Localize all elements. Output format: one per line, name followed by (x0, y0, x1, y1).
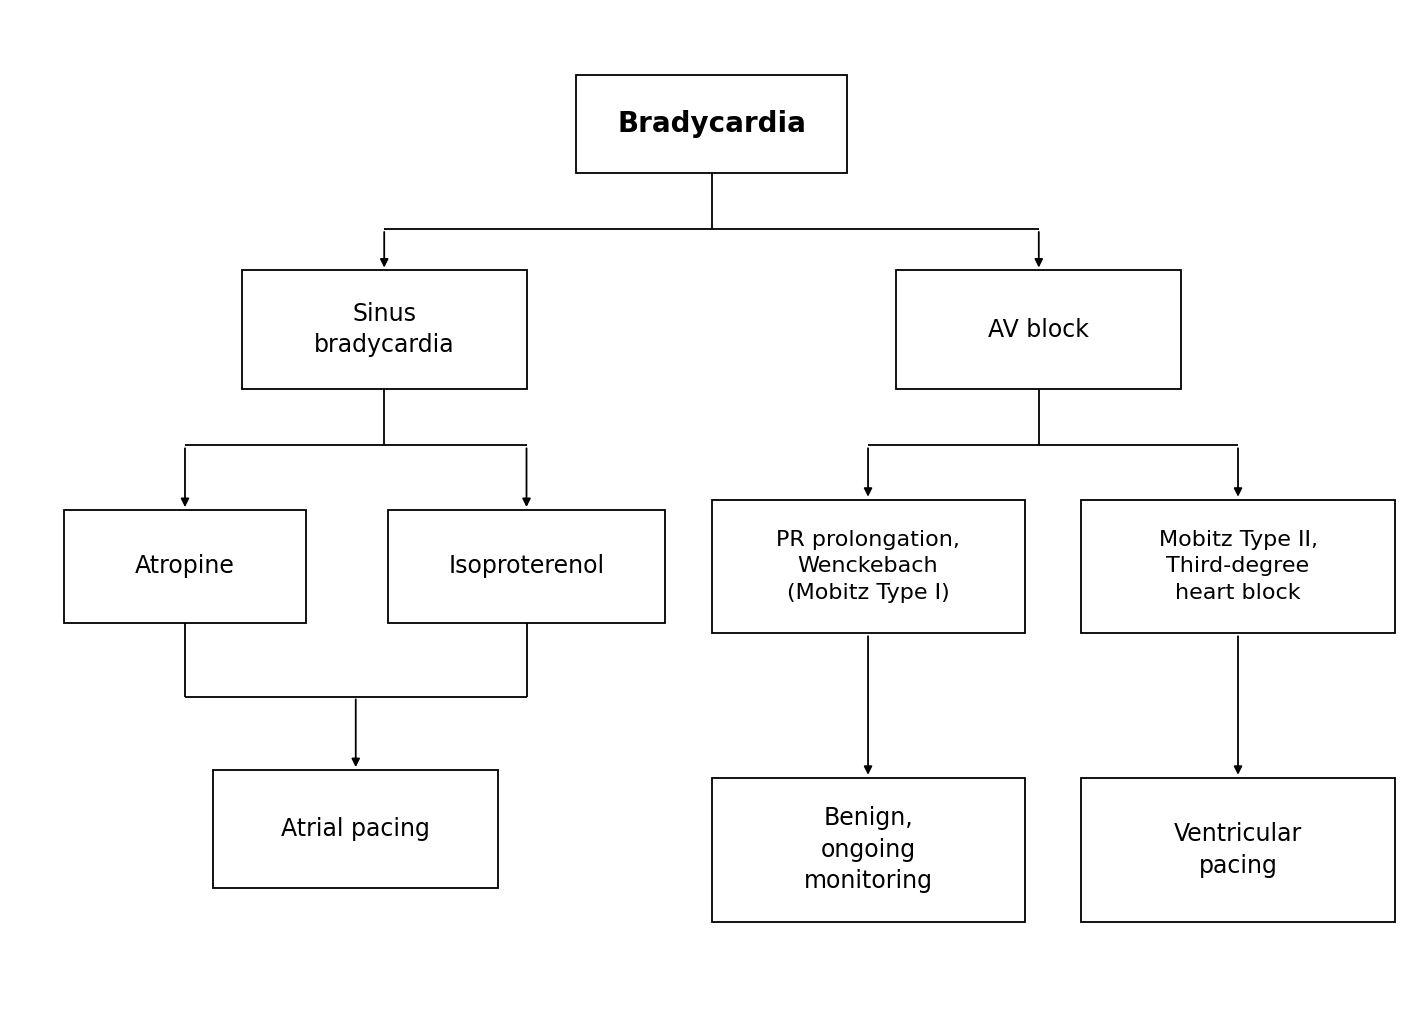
Bar (1081, 778, 1395, 922)
Text: Atropine: Atropine (135, 554, 235, 579)
Bar (213, 770, 498, 888)
Text: Bradycardia: Bradycardia (618, 109, 805, 138)
Text: AV block: AV block (989, 317, 1089, 342)
Text: Isoproterenol: Isoproterenol (448, 554, 605, 579)
Bar (576, 75, 847, 172)
Bar (242, 271, 527, 388)
Text: Sinus
bradycardia: Sinus bradycardia (314, 302, 454, 357)
Bar (712, 778, 1025, 922)
Bar (387, 510, 665, 623)
Text: Benign,
ongoing
monitoring: Benign, ongoing monitoring (804, 806, 932, 893)
Bar (1081, 500, 1395, 633)
Bar (64, 510, 306, 623)
Text: Mobitz Type II,
Third-degree
heart block: Mobitz Type II, Third-degree heart block (1158, 530, 1318, 603)
Text: Ventricular
pacing: Ventricular pacing (1174, 822, 1302, 878)
Text: Atrial pacing: Atrial pacing (282, 817, 430, 842)
Bar (712, 500, 1025, 633)
Text: PR prolongation,
Wenckebach
(Mobitz Type I): PR prolongation, Wenckebach (Mobitz Type… (776, 530, 961, 603)
Bar (896, 271, 1181, 388)
